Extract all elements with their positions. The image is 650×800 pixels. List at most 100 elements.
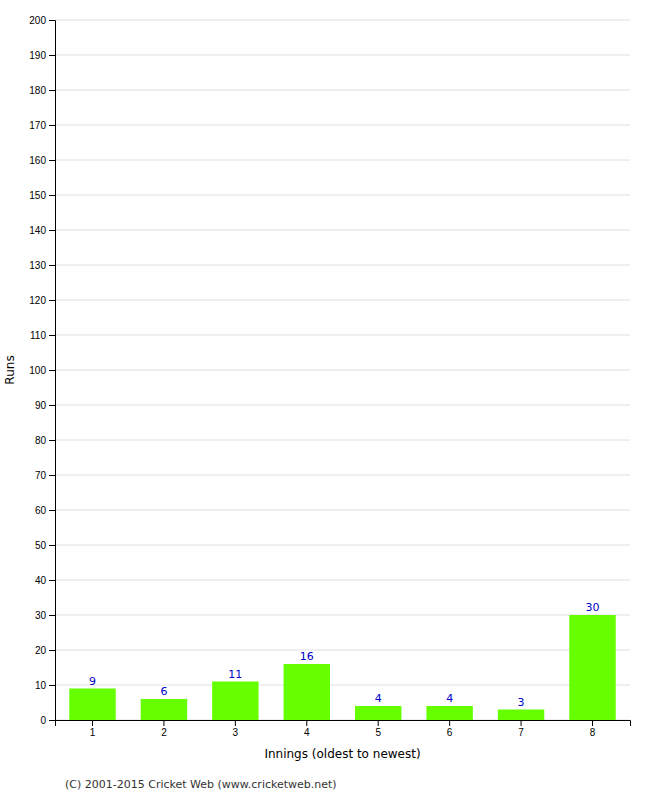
- y-tick-label: 30: [35, 610, 47, 621]
- grid-line: [55, 510, 630, 511]
- y-tick-mark: [49, 580, 55, 581]
- x-tick: 2: [161, 720, 167, 738]
- y-tick-label: 110: [30, 330, 46, 341]
- x-tick-mark: [306, 720, 307, 726]
- bar: [498, 710, 544, 721]
- bar: [569, 615, 615, 720]
- x-tick-mark: [449, 720, 450, 726]
- y-tick-mark: [49, 370, 55, 371]
- y-tick-mark: [49, 510, 55, 511]
- y-tick-label: 190: [29, 50, 46, 61]
- grid-line: [55, 300, 630, 301]
- x-tick-label: 5: [375, 727, 381, 738]
- grid-line: [55, 55, 630, 56]
- y-tick: 190: [29, 50, 55, 61]
- x-tick: 5: [375, 720, 381, 738]
- y-tick-label: 50: [35, 540, 47, 551]
- x-tick: 8: [590, 720, 596, 738]
- data-label: 11: [228, 668, 242, 681]
- x-axis: 12345678: [56, 720, 631, 738]
- y-tick-mark: [49, 720, 55, 721]
- y-axis: 0102030405060708090100110120130140150160…: [29, 15, 55, 726]
- y-tick: 90: [35, 400, 55, 411]
- x-tick-mark: [163, 720, 164, 726]
- bar: [355, 706, 401, 720]
- grid-line: [55, 125, 630, 126]
- data-label: 30: [586, 601, 600, 614]
- x-tick: 7: [518, 720, 524, 738]
- x-tick-mark: [378, 720, 379, 726]
- y-tick-mark: [49, 475, 55, 476]
- x-tick-mark: [92, 720, 93, 726]
- y-tick: 0: [40, 715, 55, 726]
- y-tick-label: 140: [29, 225, 46, 236]
- x-tick: 3: [233, 720, 239, 738]
- y-tick-mark: [49, 300, 55, 301]
- y-axis-title: Runs: [3, 355, 17, 384]
- grid-line: [55, 195, 630, 196]
- y-tick: 60: [35, 505, 55, 516]
- grid-line: [55, 335, 630, 336]
- x-tick-label: 3: [233, 727, 239, 738]
- bar: [284, 664, 330, 720]
- x-tick: 1: [90, 720, 96, 738]
- y-tick: 50: [35, 540, 55, 551]
- data-label: 3: [518, 696, 525, 709]
- y-tick-label: 20: [35, 645, 47, 656]
- grid-line: [55, 440, 630, 441]
- y-tick-mark: [49, 20, 55, 21]
- x-tick-label: 7: [518, 727, 524, 738]
- y-tick: 40: [35, 575, 55, 586]
- y-tick: 160: [29, 155, 55, 166]
- grid-line: [55, 475, 630, 476]
- y-tick: 140: [29, 225, 55, 236]
- grid-line: [55, 230, 630, 231]
- data-label: 9: [89, 675, 96, 688]
- grid-line: [55, 90, 630, 91]
- y-tick: 150: [29, 190, 55, 201]
- x-tick: 4: [304, 720, 310, 738]
- y-tick-mark: [49, 230, 55, 231]
- x-tick-mark: [521, 720, 522, 726]
- y-axis-line: [49, 21, 56, 721]
- y-tick-mark: [49, 405, 55, 406]
- data-label: 16: [300, 650, 314, 663]
- y-tick: 120: [29, 295, 55, 306]
- y-tick-label: 130: [29, 260, 46, 271]
- bar: [212, 682, 258, 721]
- data-labels: 96111644330: [89, 601, 600, 709]
- y-tick: 180: [29, 85, 55, 96]
- x-tick-mark: [235, 720, 236, 726]
- x-axis-title: Innings (oldest to newest): [264, 747, 420, 761]
- y-tick: 70: [35, 470, 55, 481]
- data-label: 4: [375, 692, 382, 705]
- bars: [69, 615, 615, 720]
- y-tick: 200: [29, 15, 55, 26]
- y-tick-label: 200: [29, 15, 46, 26]
- y-tick-label: 170: [29, 120, 46, 131]
- y-tick-mark: [49, 55, 55, 56]
- y-tick: 20: [35, 645, 55, 656]
- x-tick-label: 1: [90, 727, 96, 738]
- y-tick: 130: [29, 260, 55, 271]
- y-tick: 80: [35, 435, 55, 446]
- grid-line: [55, 405, 630, 406]
- y-tick-mark: [49, 195, 55, 196]
- y-tick-mark: [49, 545, 55, 546]
- grid-line: [55, 160, 630, 161]
- y-tick-mark: [49, 685, 55, 686]
- y-tick-label: 180: [29, 85, 46, 96]
- y-tick-label: 60: [35, 505, 47, 516]
- y-tick-mark: [49, 125, 55, 126]
- data-label: 6: [160, 685, 167, 698]
- footer: (C) 2001-2015 Cricket Web (www.cricketwe…: [65, 778, 337, 791]
- y-tick-mark: [49, 440, 55, 441]
- y-tick: 110: [30, 330, 55, 341]
- grid-line: [55, 20, 630, 21]
- bar: [141, 699, 187, 720]
- y-tick-mark: [49, 615, 55, 616]
- y-tick: 10: [35, 680, 55, 691]
- y-tick: 30: [35, 610, 55, 621]
- bar: [69, 689, 115, 721]
- grid: [55, 20, 630, 720]
